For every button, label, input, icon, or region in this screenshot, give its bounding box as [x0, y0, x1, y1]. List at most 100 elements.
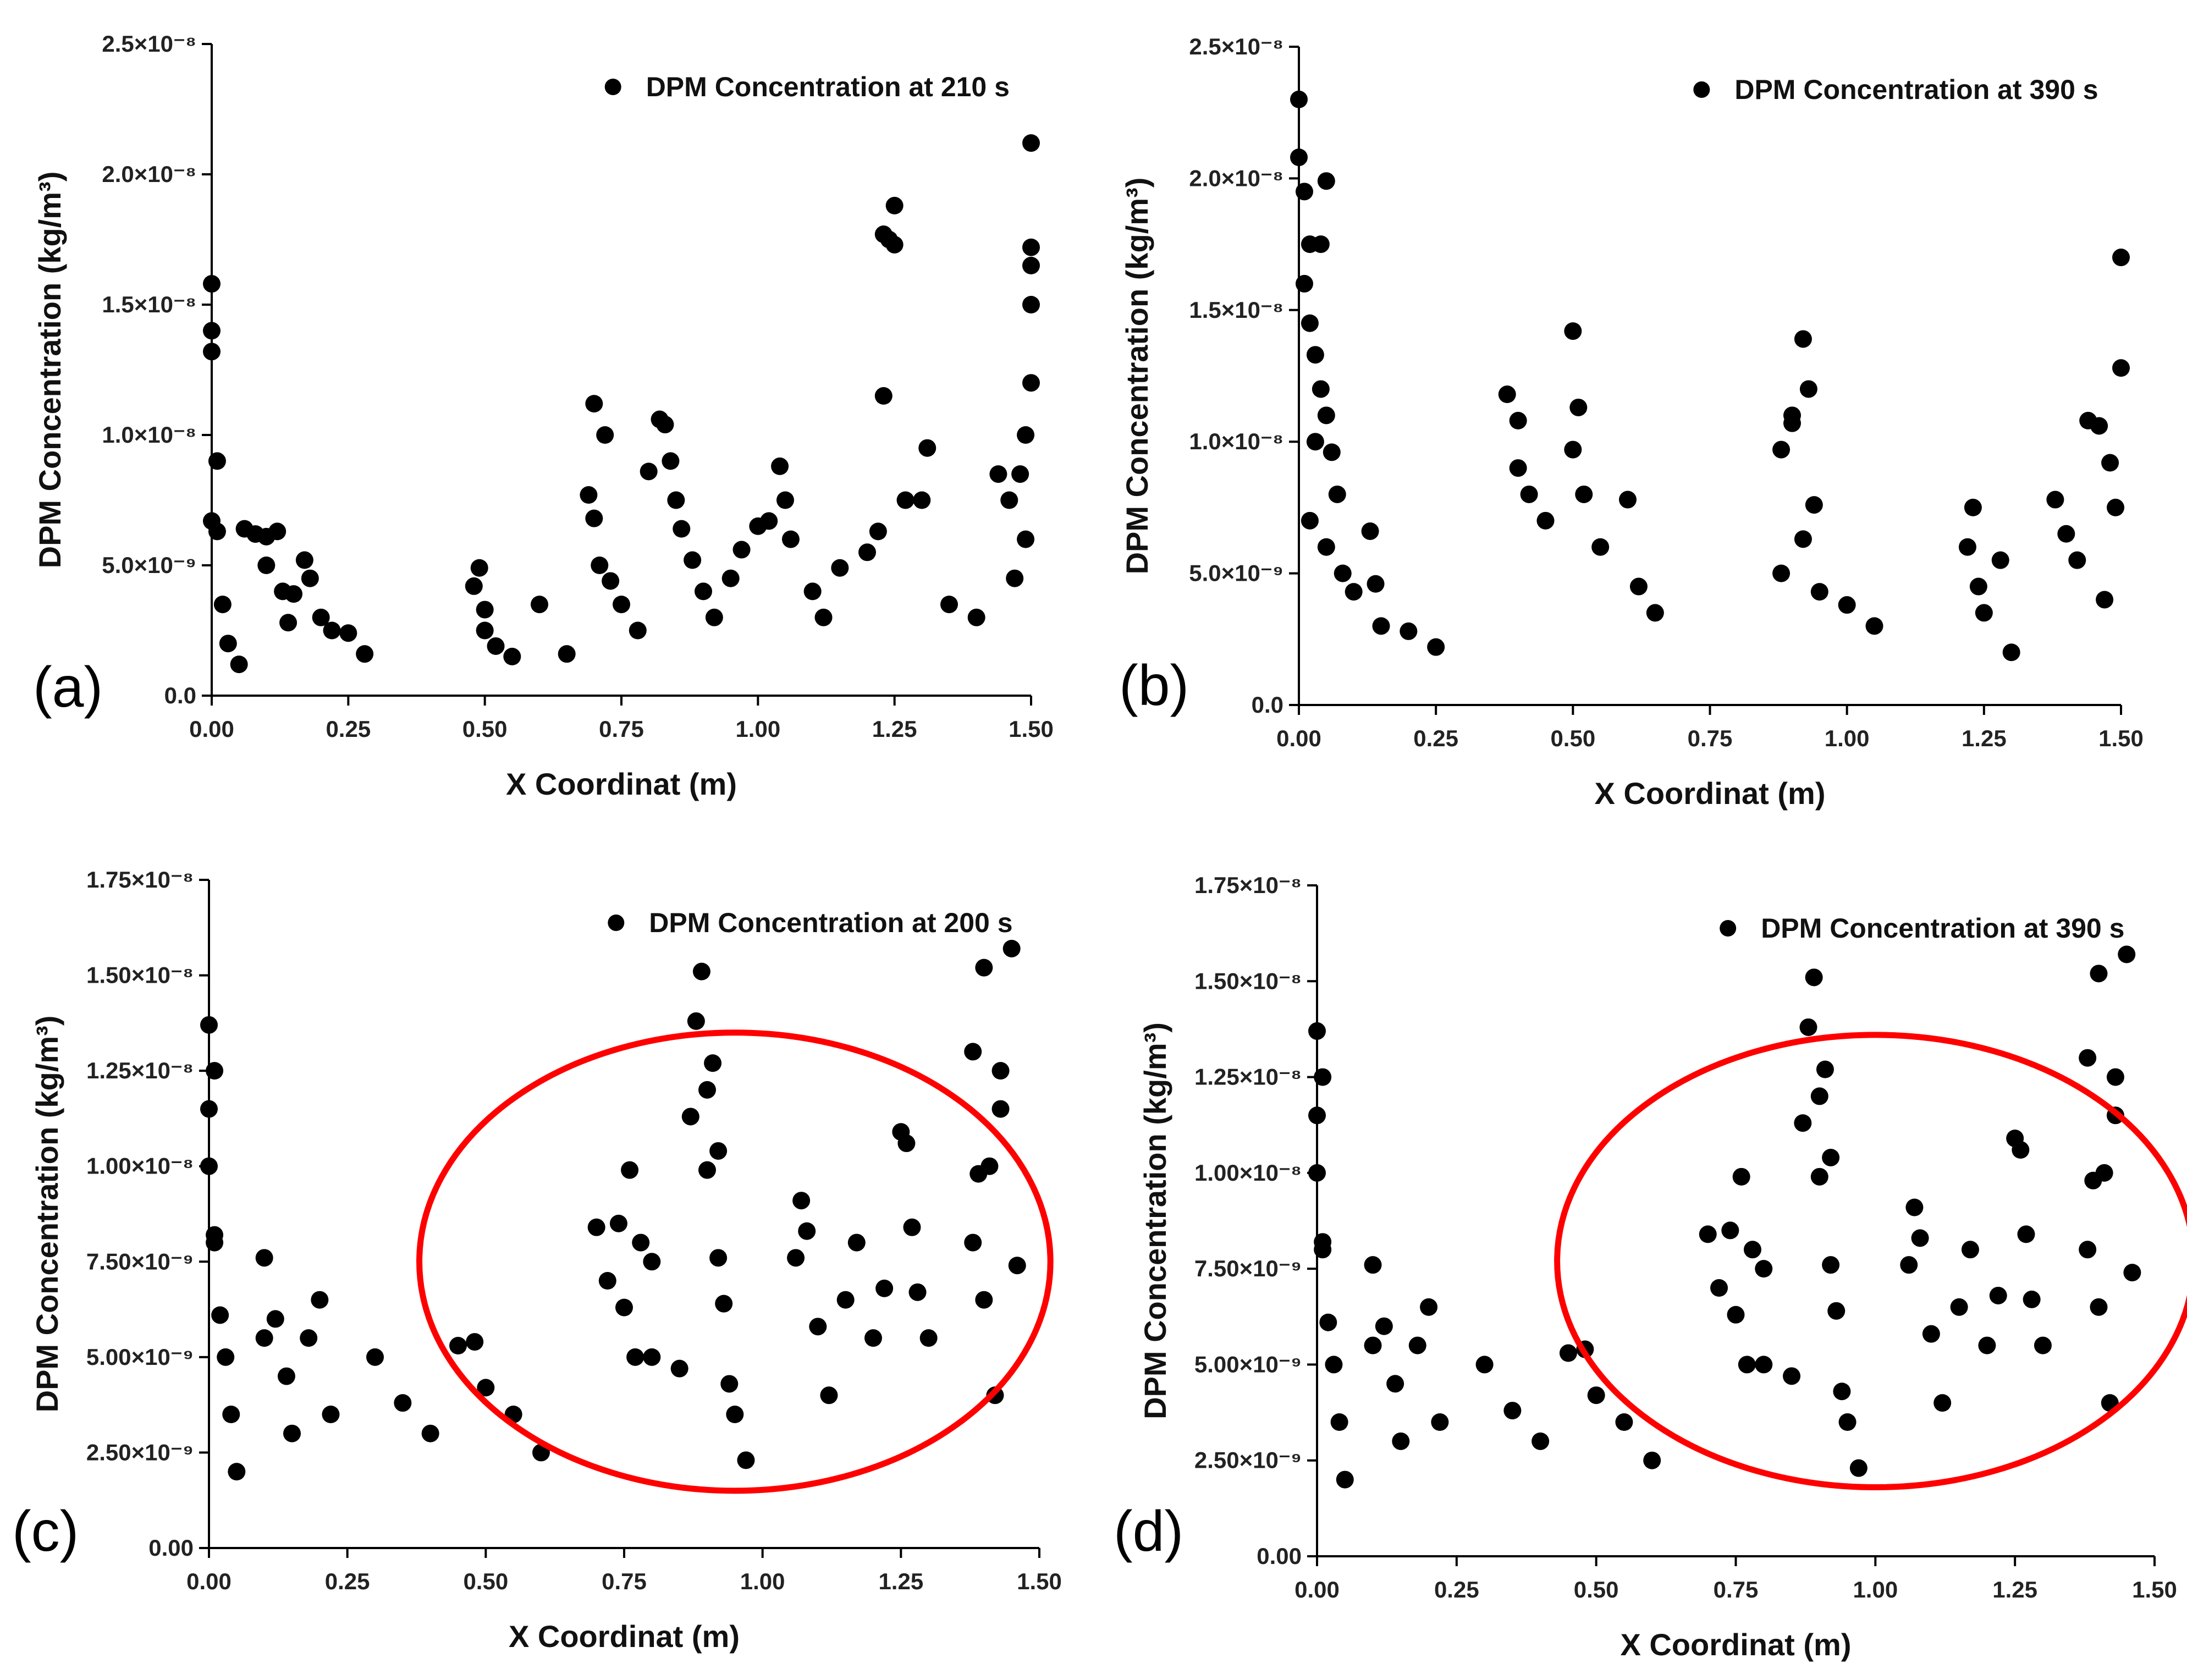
data-point — [875, 1279, 894, 1297]
data-point — [632, 1233, 650, 1252]
data-point — [1591, 538, 1610, 556]
y-axis-label: DPM Concentration (kg/m³) — [1120, 178, 1154, 575]
data-point — [228, 1463, 246, 1481]
data-point — [964, 1043, 982, 1061]
data-point — [311, 1291, 329, 1309]
data-point — [476, 621, 494, 640]
data-point — [1317, 538, 1335, 556]
highlight-ellipse — [416, 1029, 1054, 1494]
data-point — [2012, 1141, 2030, 1159]
data-point — [1810, 583, 1828, 601]
y-tick-label: 0.0 — [164, 682, 196, 708]
data-point — [1361, 522, 1379, 540]
data-point — [1772, 564, 1791, 582]
data-point — [1569, 398, 1588, 416]
data-point — [279, 614, 298, 632]
data-point — [1969, 577, 1987, 596]
data-point — [615, 1298, 633, 1317]
panel-label: (d) — [1114, 1500, 1183, 1563]
y-tick-label: 2.0×10⁻⁸ — [102, 161, 196, 187]
panel-label: (c) — [12, 1500, 79, 1563]
data-point — [487, 637, 505, 655]
data-point — [709, 1142, 728, 1160]
data-point — [312, 608, 330, 626]
legend-text: DPM Concentration at 390 s — [1734, 74, 2098, 105]
data-point — [285, 585, 302, 603]
data-point — [1336, 1470, 1354, 1489]
data-point — [602, 572, 620, 590]
data-point — [1022, 296, 1040, 313]
data-point — [1978, 1336, 1996, 1354]
data-point — [1509, 411, 1527, 429]
y-tick-label: 5.0×10⁻⁹ — [102, 552, 196, 578]
data-point — [1619, 491, 1637, 509]
y-tick-label: 1.75×10⁻⁸ — [1194, 872, 1302, 898]
data-point — [1312, 380, 1330, 398]
y-tick-label: 1.00×10⁻⁸ — [86, 1153, 194, 1179]
data-point — [466, 1333, 484, 1351]
data-point — [1794, 1114, 1812, 1132]
data-point — [1950, 1298, 1968, 1316]
data-point — [787, 1249, 805, 1267]
data-point — [864, 1329, 882, 1347]
panel-label: (b) — [1119, 654, 1189, 718]
data-point — [1427, 638, 1445, 656]
data-point — [2046, 491, 2064, 509]
data-point — [656, 416, 674, 434]
data-point — [1799, 1018, 1817, 1036]
y-tick-label: 1.75×10⁻⁸ — [86, 867, 194, 893]
x-tick-label: 0.00 — [186, 1568, 232, 1594]
data-point — [2096, 591, 2114, 609]
y-tick-label: 7.50×10⁻⁹ — [1194, 1255, 1302, 1281]
legend-marker — [1720, 920, 1737, 937]
data-point — [874, 387, 893, 405]
x-tick-label: 1.00 — [1853, 1577, 1898, 1602]
x-tick-label: 1.25 — [1992, 1577, 2037, 1602]
data-point — [2095, 1164, 2113, 1182]
data-point — [1794, 530, 1812, 548]
y-tick-label: 2.0×10⁻⁸ — [1189, 165, 1283, 191]
data-point — [721, 569, 740, 587]
legend-marker — [604, 79, 621, 95]
data-point — [991, 1062, 1010, 1080]
data-point — [596, 426, 614, 444]
panel-label: (a) — [33, 656, 103, 719]
data-point — [684, 551, 702, 569]
data-point — [771, 457, 789, 475]
data-point — [1301, 314, 1319, 332]
data-point — [283, 1424, 301, 1442]
data-point — [1420, 1298, 1438, 1316]
data-point — [1475, 1356, 1494, 1374]
legend-marker — [1693, 81, 1710, 98]
highlight-ellipse — [1554, 1032, 2187, 1490]
data-point — [1000, 491, 1018, 509]
data-point — [449, 1337, 467, 1355]
legend: DPM Concentration at 200 s — [608, 907, 1013, 938]
data-point — [940, 596, 958, 614]
data-point — [295, 551, 313, 569]
data-point — [967, 608, 985, 626]
data-point — [1922, 1325, 1940, 1343]
data-point — [704, 1054, 722, 1072]
data-point — [2017, 1225, 2035, 1243]
data-point — [670, 1359, 688, 1378]
data-point — [277, 1367, 295, 1385]
x-tick-label: 1.50 — [2098, 725, 2144, 751]
y-axis-label: DPM Concentration (kg/m³) — [32, 172, 67, 569]
data-point — [1017, 426, 1035, 444]
data-point — [698, 1161, 716, 1179]
data-point — [1532, 1432, 1550, 1450]
y-tick-label: 2.50×10⁻⁹ — [1194, 1447, 1302, 1473]
legend-text: DPM Concentration at 200 s — [649, 907, 1012, 938]
y-tick-label: 0.00 — [1257, 1543, 1302, 1569]
data-point — [1301, 511, 1319, 530]
y-tick-label: 0.00 — [148, 1535, 194, 1561]
data-point — [1364, 1256, 1382, 1274]
data-point — [255, 1329, 273, 1347]
data-point — [913, 491, 931, 509]
data-point — [1312, 235, 1330, 254]
data-point — [1536, 511, 1555, 530]
data-point — [476, 601, 494, 619]
data-point — [776, 491, 794, 509]
data-point — [585, 395, 603, 413]
